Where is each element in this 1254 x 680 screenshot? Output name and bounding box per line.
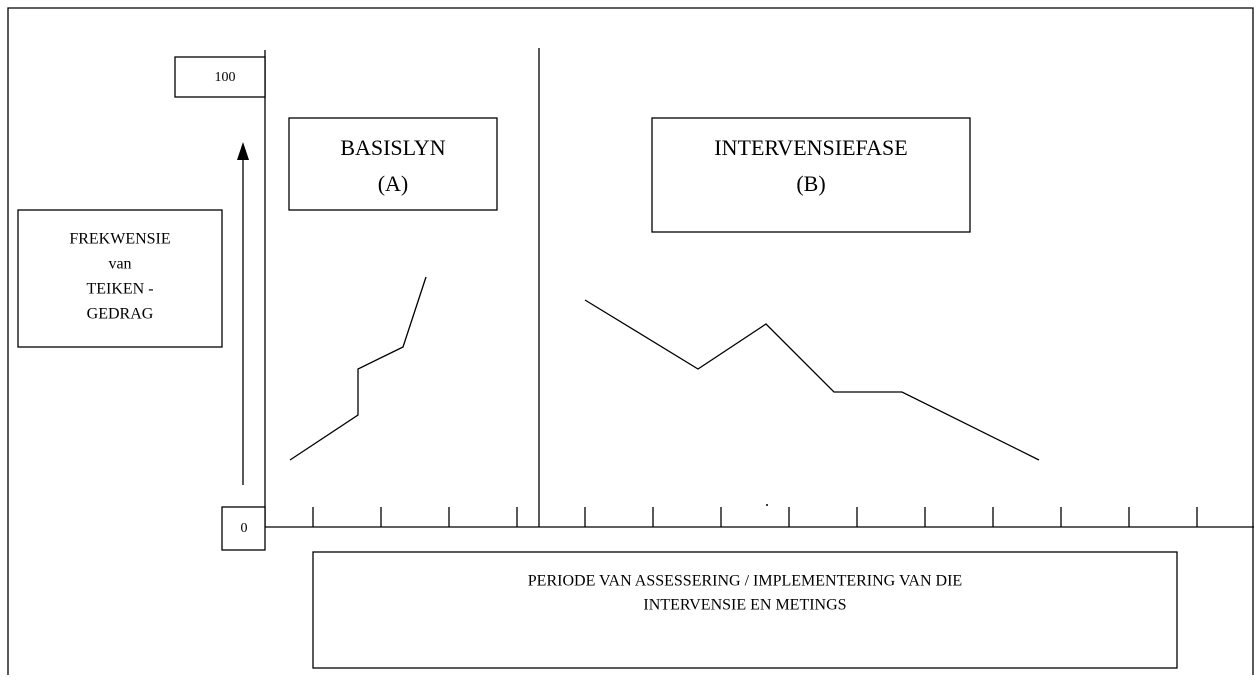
intervention-line xyxy=(584,299,1040,461)
arrow-head xyxy=(237,142,249,160)
ticks xyxy=(312,507,1198,527)
y-label-box xyxy=(17,209,223,348)
y-label-line: FREKWENSIE xyxy=(69,231,170,248)
min-box xyxy=(221,506,266,551)
dot xyxy=(766,504,768,506)
frame xyxy=(7,7,1254,675)
max-label: 100 xyxy=(215,70,236,85)
x-label-line: PERIODE VAN ASSESSERING / IMPLEMENTERING… xyxy=(528,573,962,590)
min-label: 0 xyxy=(241,521,248,536)
x-label-box xyxy=(312,551,1178,669)
phase-box xyxy=(651,117,971,233)
phase-title: BASISLYN xyxy=(340,135,445,160)
max-box xyxy=(174,56,266,98)
y-label-line: TEIKEN - xyxy=(86,281,153,298)
phase-code: (A) xyxy=(378,171,409,196)
x-label-line: INTERVENSIE EN METINGS xyxy=(643,597,846,614)
phase-box xyxy=(288,117,498,211)
phase-code: (B) xyxy=(796,171,825,196)
phase-title: INTERVENSIEFASE xyxy=(714,135,907,160)
y-label-line: van xyxy=(108,256,131,273)
baseline-line xyxy=(289,276,427,461)
y-label-line: GEDRAG xyxy=(87,306,154,323)
